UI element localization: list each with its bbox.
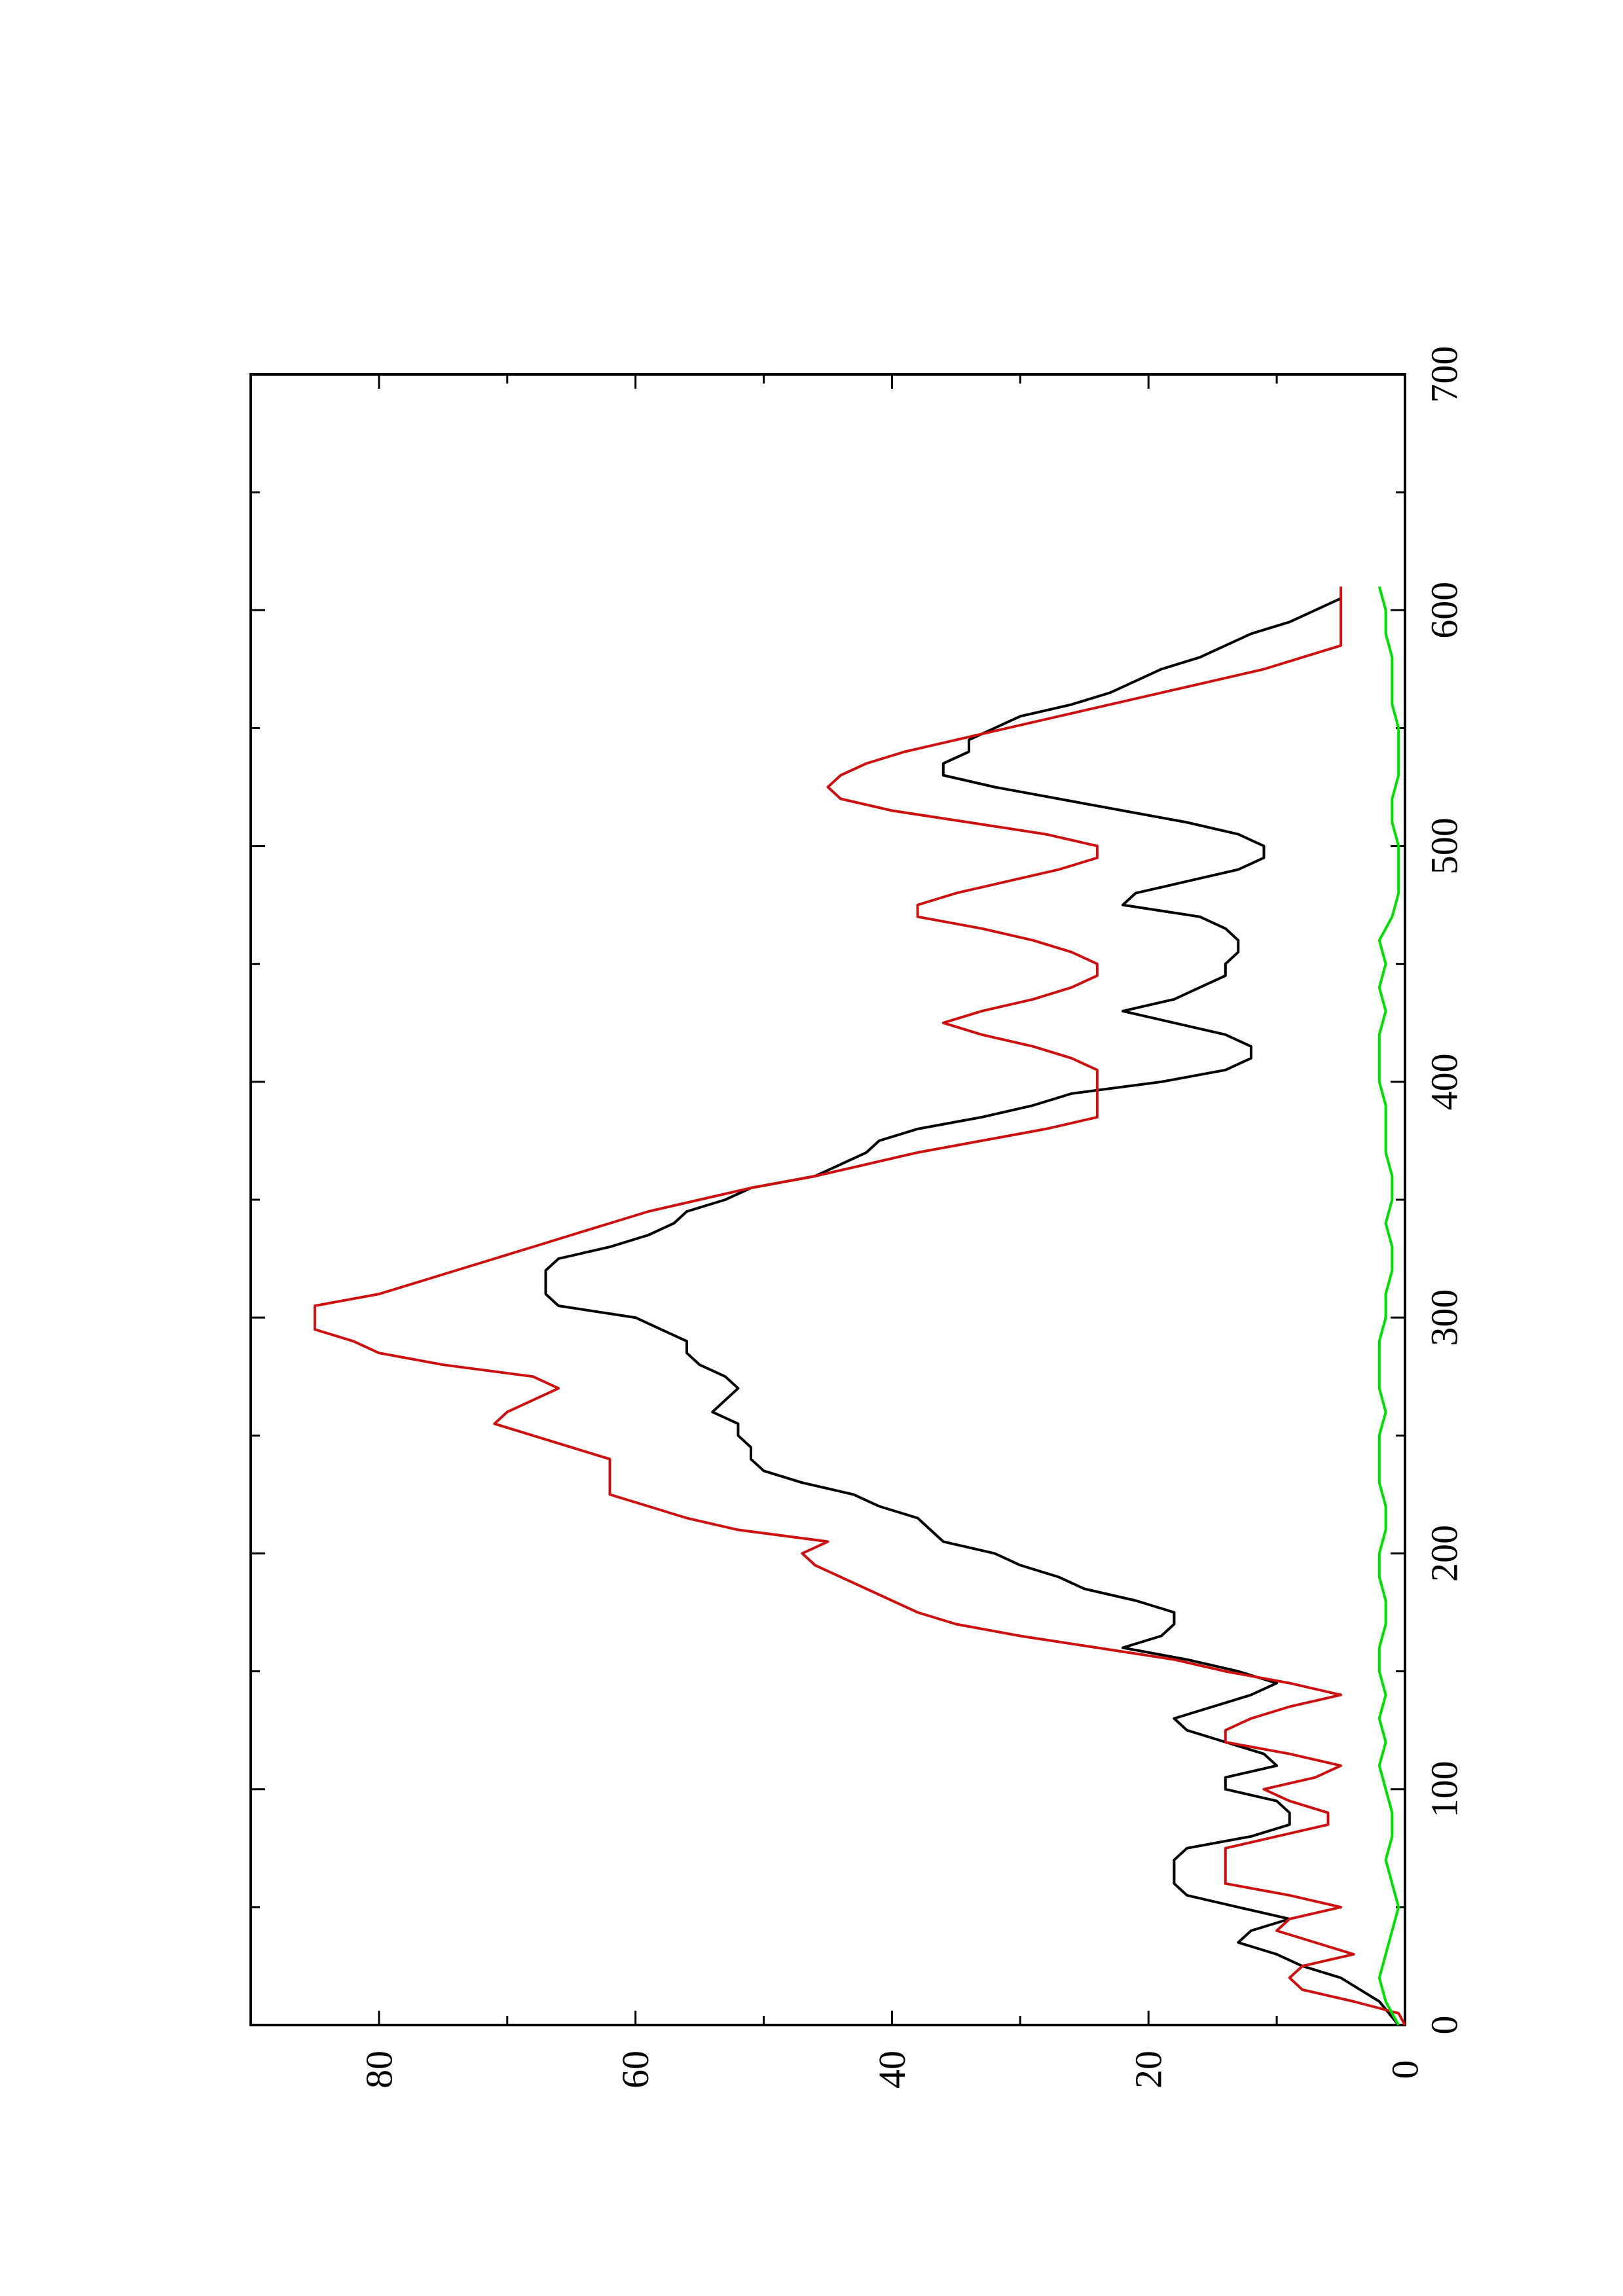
- y-tick-label: 80: [357, 2051, 400, 2089]
- series-layer: [313, 586, 1406, 2026]
- x-tick-label: 400: [1423, 1053, 1466, 1110]
- x-tick-label: 300: [1423, 1289, 1466, 1346]
- y-tick-label: 40: [871, 2051, 913, 2089]
- y-tick-label: 20: [1127, 2051, 1170, 2089]
- x-tick-label: 200: [1423, 1525, 1466, 1582]
- axis-ticks: [249, 373, 1406, 2026]
- series-line-2: [313, 586, 1406, 2026]
- x-tick-label: 500: [1423, 817, 1466, 874]
- y-tick-label: 0: [1384, 2060, 1427, 2079]
- axis-tick-labels: 0 100 200 300 400 500 600 700 0 20 40 60 80: [357, 346, 1465, 2089]
- series-line-3: [1377, 586, 1400, 2026]
- x-tick-label: 600: [1423, 582, 1466, 639]
- x-tick-label: 700: [1423, 346, 1466, 403]
- plot-border: [249, 373, 1406, 2026]
- plot-frame: [249, 373, 1406, 2026]
- series-line-1: [544, 597, 1400, 2026]
- x-tick-label: 100: [1423, 1761, 1466, 1818]
- x-tick-label: 0: [1423, 2016, 1466, 2035]
- y-tick-label: 60: [614, 2051, 657, 2089]
